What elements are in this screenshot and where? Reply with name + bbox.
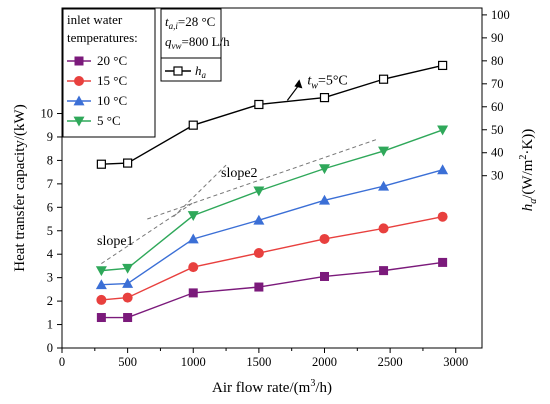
slope1-label: slope1	[97, 234, 134, 249]
legend-box	[62, 8, 156, 138]
data-point-15c	[378, 223, 389, 234]
x-axis-title: Air flow rate/(m3/h)	[212, 378, 332, 396]
legend-label-0: 20 °C	[97, 53, 127, 68]
y-right-tick-label: 30	[491, 169, 504, 183]
data-point-5c	[437, 125, 449, 136]
legend-title-line2: temperatures:	[67, 30, 138, 45]
data-point-10c	[378, 180, 390, 191]
x-tick-label: 1500	[246, 355, 271, 369]
legend-label-2: 10 °C	[97, 93, 127, 108]
data-point-ha	[96, 159, 106, 169]
data-point-ha	[188, 120, 198, 130]
data-point-5c	[378, 146, 390, 157]
y-right-tick-label: 60	[491, 100, 504, 114]
legend-label-3: 5 °C	[97, 113, 121, 128]
y-left-tick-label: 9	[47, 130, 53, 144]
legend-marker-0	[74, 56, 84, 66]
plot-area-frame	[61, 7, 483, 349]
data-point-ha	[378, 74, 389, 84]
air-inlet-temp-label: ta,i=28 °C	[165, 14, 215, 31]
slope1-dashed-line	[101, 202, 194, 265]
data-point-5c	[187, 211, 199, 222]
data-point-15c	[188, 262, 199, 273]
data-point-5c	[122, 263, 134, 274]
data-point-15c	[319, 233, 330, 244]
ha-legend-marker	[173, 66, 183, 76]
x-tick-label: 500	[118, 355, 137, 369]
legend-title-line1: inlet water	[67, 12, 123, 27]
data-point-ha	[254, 99, 264, 110]
data-point-ha	[123, 158, 133, 168]
tw-arrow-head	[294, 79, 303, 89]
y-right-tick-label: 90	[491, 31, 504, 45]
ha-legend-label: ha	[195, 63, 207, 80]
x-tick-label: 2000	[312, 355, 337, 369]
y-left-tick-label: 3	[47, 271, 53, 285]
data-point-10c	[253, 214, 265, 225]
y-right-axis-title: ha/(W/m2·K))	[518, 129, 539, 211]
data-point-10c	[95, 279, 107, 290]
y-left-tick-label: 2	[47, 294, 53, 308]
data-point-20c	[96, 313, 106, 323]
data-point-15c	[122, 292, 133, 303]
legend-marker-1	[74, 76, 84, 86]
conditions-box	[160, 8, 222, 82]
tw-annotation: tw=5°C	[307, 73, 347, 91]
series-line-20c	[101, 261, 443, 319]
y-right-tick-label: 70	[491, 77, 504, 91]
data-point-20c	[254, 282, 264, 292]
data-point-5c	[253, 186, 265, 197]
data-point-10c	[437, 164, 449, 175]
slope2-steep-dashed-line	[173, 164, 227, 218]
data-point-20c	[188, 288, 198, 298]
y-left-tick-label: 7	[47, 177, 53, 191]
y-left-tick-label: 4	[47, 247, 54, 261]
legend-marker-2	[73, 95, 85, 106]
y-left-tick-label: 8	[47, 153, 53, 167]
y-left-axis-title: Heat transfer capacity/(kW)	[12, 104, 28, 271]
series-line-15c	[101, 216, 443, 301]
water-flow-rate-label: qvw=800 L/h	[165, 34, 230, 51]
data-point-20c	[123, 313, 133, 323]
data-point-5c	[319, 164, 330, 175]
data-point-15c	[96, 294, 107, 305]
data-point-15c	[437, 211, 448, 222]
data-point-ha	[319, 92, 330, 103]
data-point-10c	[122, 278, 134, 288]
slope2-label: slope2	[221, 166, 258, 181]
slope2-dashed-line	[147, 138, 378, 220]
y-left-tick-label: 1	[47, 318, 53, 332]
y-right-tick-label: 40	[491, 146, 504, 160]
y-right-tick-label: 50	[491, 123, 504, 137]
y-left-tick-label: 0	[47, 341, 53, 355]
legend-marker-3	[73, 116, 85, 127]
x-tick-label: 0	[59, 355, 65, 369]
y-left-tick-label: 10	[41, 107, 54, 121]
y-left-tick-label: 6	[47, 200, 53, 214]
data-point-5c	[95, 266, 107, 277]
y-right-tick-label: 100	[491, 8, 510, 22]
x-tick-label: 2500	[378, 355, 403, 369]
y-left-tick-label: 5	[47, 224, 53, 238]
x-tick-label: 3000	[443, 355, 468, 369]
data-point-10c	[319, 194, 330, 205]
legend-label-1: 15 °C	[97, 73, 127, 88]
data-point-10c	[187, 233, 199, 244]
data-point-20c	[320, 271, 329, 281]
data-point-20c	[379, 266, 389, 276]
data-point-20c	[438, 257, 448, 267]
data-point-ha	[438, 60, 448, 71]
x-tick-label: 1000	[181, 355, 206, 369]
y-right-tick-label: 80	[491, 54, 504, 68]
data-point-15c	[253, 248, 264, 259]
